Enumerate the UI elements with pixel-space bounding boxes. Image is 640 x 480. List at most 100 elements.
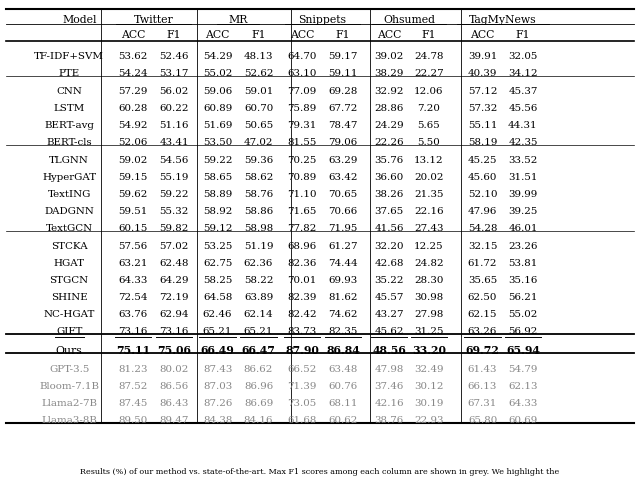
Text: 35.65: 35.65 <box>468 276 497 285</box>
Text: 74.62: 74.62 <box>328 310 358 319</box>
Text: 48.13: 48.13 <box>244 51 273 60</box>
Text: DADGNN: DADGNN <box>44 206 94 216</box>
Text: F1: F1 <box>167 30 181 40</box>
Text: 64.33: 64.33 <box>508 398 538 407</box>
Text: 51.19: 51.19 <box>244 241 273 251</box>
Text: 59.12: 59.12 <box>203 224 232 233</box>
Text: 52.10: 52.10 <box>468 190 497 199</box>
Text: 66.49: 66.49 <box>201 345 234 356</box>
Text: 69.72: 69.72 <box>466 345 499 356</box>
Text: 87.03: 87.03 <box>203 381 232 390</box>
Text: 84.38: 84.38 <box>203 415 232 424</box>
Text: 27.43: 27.43 <box>414 224 444 233</box>
Text: 57.29: 57.29 <box>118 86 148 96</box>
Text: 64.29: 64.29 <box>159 276 189 285</box>
Text: 45.57: 45.57 <box>374 293 404 301</box>
Text: 20.02: 20.02 <box>414 172 444 181</box>
Text: 30.98: 30.98 <box>414 293 444 301</box>
Text: 73.05: 73.05 <box>287 398 317 407</box>
Text: 32.92: 32.92 <box>374 86 404 96</box>
Text: BERT-avg: BERT-avg <box>44 120 94 130</box>
Text: 62.75: 62.75 <box>203 259 232 267</box>
Text: 60.89: 60.89 <box>203 104 232 112</box>
Text: 61.43: 61.43 <box>468 364 497 373</box>
Text: GIFT: GIFT <box>56 327 83 336</box>
Text: 59.15: 59.15 <box>118 172 148 181</box>
Text: GPT-3.5: GPT-3.5 <box>49 364 90 373</box>
Text: 56.92: 56.92 <box>508 327 538 336</box>
Text: 65.80: 65.80 <box>468 415 497 424</box>
Text: 39.02: 39.02 <box>374 51 404 60</box>
Text: 45.62: 45.62 <box>374 327 404 336</box>
Text: 86.62: 86.62 <box>244 364 273 373</box>
Text: 89.47: 89.47 <box>159 415 189 424</box>
Text: 63.89: 63.89 <box>244 293 273 301</box>
Text: 58.92: 58.92 <box>203 206 232 216</box>
Text: 71.10: 71.10 <box>287 190 317 199</box>
Text: ACC: ACC <box>377 30 401 40</box>
Text: 55.32: 55.32 <box>159 206 189 216</box>
Text: 87.90: 87.90 <box>285 345 319 356</box>
Text: Ours: Ours <box>56 345 83 355</box>
Text: 57.12: 57.12 <box>468 86 497 96</box>
Text: 55.19: 55.19 <box>159 172 189 181</box>
Text: ACC: ACC <box>205 30 230 40</box>
Text: 87.52: 87.52 <box>118 381 148 390</box>
Text: BERT-cls: BERT-cls <box>46 138 92 146</box>
Text: 59.06: 59.06 <box>203 86 232 96</box>
Text: 62.48: 62.48 <box>159 259 189 267</box>
Text: Model: Model <box>63 15 97 24</box>
Text: Snippets: Snippets <box>298 15 347 24</box>
Text: 60.28: 60.28 <box>118 104 148 112</box>
Text: 41.56: 41.56 <box>374 224 404 233</box>
Text: 73.16: 73.16 <box>159 327 189 336</box>
Text: 38.76: 38.76 <box>374 415 404 424</box>
Text: 63.29: 63.29 <box>328 156 358 165</box>
Text: 58.76: 58.76 <box>244 190 273 199</box>
Text: 39.25: 39.25 <box>508 206 538 216</box>
Text: 59.22: 59.22 <box>203 156 232 165</box>
Text: 33.20: 33.20 <box>412 345 446 356</box>
Text: 39.99: 39.99 <box>508 190 538 199</box>
Text: 5.65: 5.65 <box>417 120 440 130</box>
Text: 87.26: 87.26 <box>203 398 232 407</box>
Text: ACC: ACC <box>121 30 145 40</box>
Text: 58.25: 58.25 <box>203 276 232 285</box>
Text: 63.21: 63.21 <box>118 259 148 267</box>
Text: 58.98: 58.98 <box>244 224 273 233</box>
Text: 71.65: 71.65 <box>287 206 317 216</box>
Text: 62.15: 62.15 <box>468 310 497 319</box>
Text: 24.78: 24.78 <box>414 51 444 60</box>
Text: 54.29: 54.29 <box>203 51 232 60</box>
Text: 77.09: 77.09 <box>287 86 317 96</box>
Text: Llama2-7B: Llama2-7B <box>41 398 97 407</box>
Text: 63.10: 63.10 <box>287 69 317 78</box>
Text: 35.22: 35.22 <box>374 276 404 285</box>
Text: LSTM: LSTM <box>54 104 84 112</box>
Text: 65.94: 65.94 <box>506 345 540 356</box>
Text: 30.12: 30.12 <box>414 381 444 390</box>
Text: 82.39: 82.39 <box>287 293 317 301</box>
Text: 59.62: 59.62 <box>118 190 148 199</box>
Text: 61.68: 61.68 <box>287 415 317 424</box>
Text: 62.50: 62.50 <box>468 293 497 301</box>
Text: 21.35: 21.35 <box>414 190 444 199</box>
Text: 13.12: 13.12 <box>414 156 444 165</box>
Text: TLGNN: TLGNN <box>49 156 89 165</box>
Text: 38.26: 38.26 <box>374 190 404 199</box>
Text: 70.01: 70.01 <box>287 276 317 285</box>
Text: 58.62: 58.62 <box>244 172 273 181</box>
Text: 38.29: 38.29 <box>374 69 404 78</box>
Text: 40.39: 40.39 <box>468 69 497 78</box>
Text: 75.11: 75.11 <box>116 345 150 356</box>
Text: 27.98: 27.98 <box>414 310 444 319</box>
Text: CNN: CNN <box>56 86 82 96</box>
Text: 28.86: 28.86 <box>374 104 404 112</box>
Text: 58.19: 58.19 <box>468 138 497 146</box>
Text: 37.46: 37.46 <box>374 381 404 390</box>
Text: 60.76: 60.76 <box>328 381 358 390</box>
Text: 22.27: 22.27 <box>414 69 444 78</box>
Text: MR: MR <box>228 15 248 24</box>
Text: 77.82: 77.82 <box>287 224 317 233</box>
Text: ACC: ACC <box>470 30 495 40</box>
